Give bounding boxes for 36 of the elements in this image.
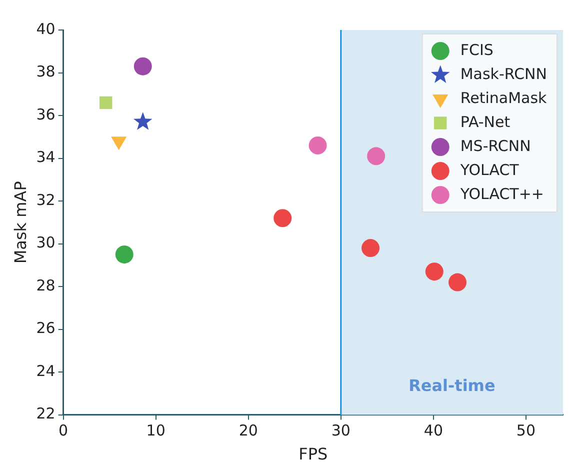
point	[367, 147, 386, 166]
legend-label: YOLACT	[459, 160, 520, 179]
x-tick-label: 0	[58, 422, 68, 440]
band-label: Real-time	[408, 376, 496, 395]
y-tick-label: 24	[36, 362, 56, 380]
y-tick-label: 36	[36, 105, 56, 124]
x-tick-label: 20	[238, 422, 258, 440]
point	[425, 262, 444, 281]
y-tick-label: 22	[36, 404, 56, 423]
y-tick-label: 26	[36, 319, 56, 338]
y-tick-label: 34	[36, 148, 56, 166]
x-tick-label: 10	[146, 422, 166, 440]
y-tick-label: 38	[36, 62, 56, 81]
point	[362, 239, 380, 258]
point	[115, 245, 134, 264]
legend-label: Mask-RCNN	[460, 64, 547, 83]
point	[308, 136, 327, 154]
point	[133, 112, 152, 130]
legend-label: FCIS	[460, 40, 494, 59]
x-tick-label: 50	[516, 422, 536, 440]
y-tick-label: 28	[36, 276, 56, 294]
point	[99, 96, 112, 110]
point	[274, 209, 292, 228]
point	[134, 57, 152, 76]
y-tick-label: 32	[36, 190, 56, 209]
x-axis-title: FPS	[298, 444, 328, 464]
x-tick-label: 40	[424, 422, 443, 440]
point	[448, 273, 467, 292]
y-tick-label: 30	[36, 234, 56, 252]
y-axis-title: Mask mAP	[10, 180, 30, 264]
legend-label: YOLACT++	[459, 184, 544, 203]
legend-label: RetinaMask	[460, 88, 548, 107]
x-tick-label: 30	[331, 422, 350, 440]
legend-label: PA-Net	[460, 112, 510, 131]
legend-label: MS-RCNN	[460, 136, 531, 155]
y-tick-label: 40	[36, 20, 56, 38]
